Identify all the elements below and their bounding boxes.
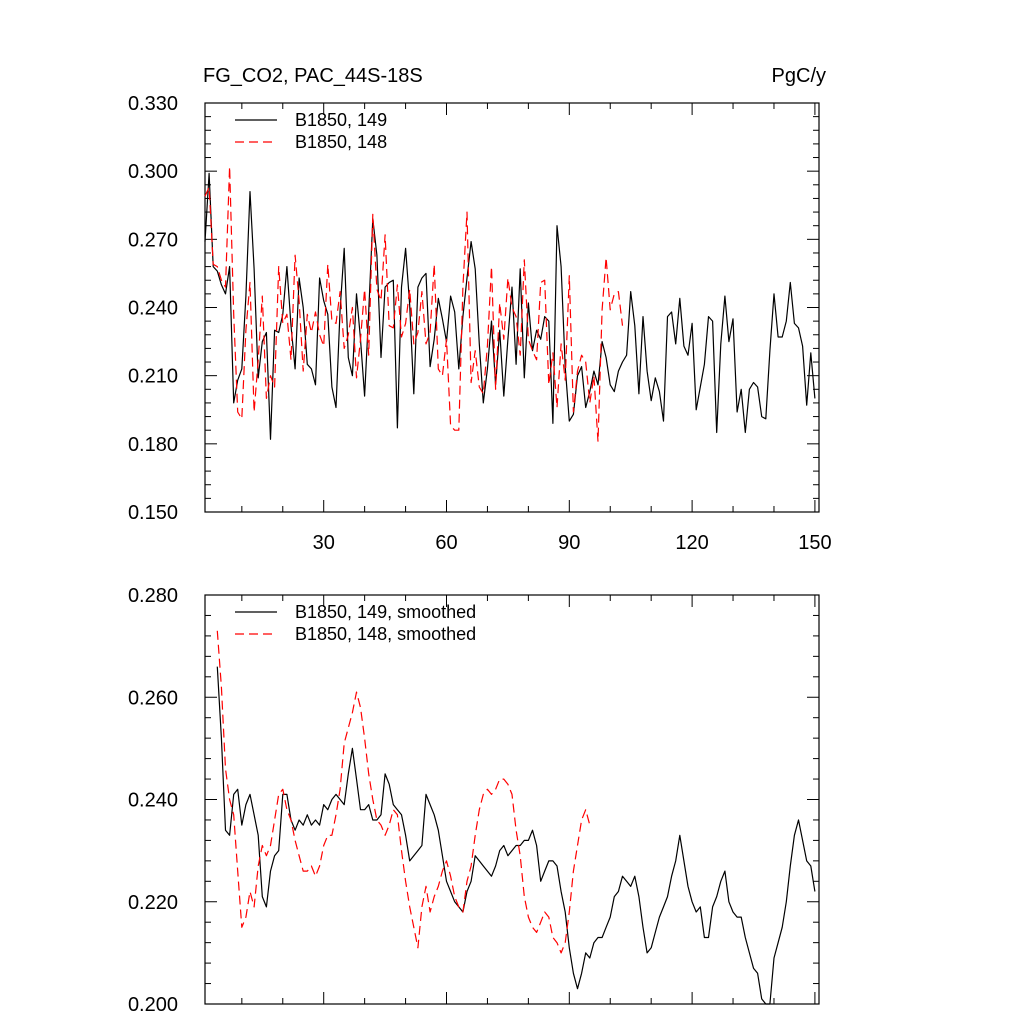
top-series-line-2 bbox=[204, 166, 624, 443]
top-panel: 30 60 90 120 150 0.150 0.180 0.210 0.240 0.270 0.3… bbox=[128, 93, 832, 554]
bottom-y-tick-label: 0.200 bbox=[128, 994, 178, 1016]
top-y-tick-label: 0.180 bbox=[128, 434, 178, 456]
top-x-tick-label: 150 bbox=[798, 532, 831, 554]
bottom-y-tick-label: 0.260 bbox=[128, 687, 178, 709]
bottom-legend-label-1: B1850, 149, smoothed bbox=[295, 602, 476, 622]
bottom-plot-frame bbox=[204, 594, 820, 1005]
bottom-series-line-2 bbox=[216, 630, 591, 954]
bottom-legend-label-2: B1850, 148, smoothed bbox=[295, 624, 476, 644]
top-y-tick-label: 0.240 bbox=[128, 298, 178, 320]
top-series-line-1 bbox=[204, 172, 816, 440]
top-y-tick-label: 0.150 bbox=[128, 502, 178, 524]
bottom-y-tick-label: 0.240 bbox=[128, 790, 178, 812]
top-y-tick-label: 0.330 bbox=[128, 93, 178, 115]
top-y-tick-label: 0.300 bbox=[128, 161, 178, 183]
bottom-panel: 0.200 0.220 0.240 0.260 0.280 B1850, 149, smo… bbox=[128, 585, 820, 1016]
bottom-y-tick-label: 0.280 bbox=[128, 585, 178, 607]
top-x-tick-label: 30 bbox=[313, 532, 335, 554]
top-legend-label-1: B1850, 149 bbox=[295, 110, 387, 130]
bottom-series-line-1 bbox=[216, 666, 816, 1005]
units-label: PgC/y bbox=[772, 65, 826, 87]
bottom-y-tick-label: 0.220 bbox=[128, 892, 178, 914]
top-x-tick-label: 60 bbox=[435, 532, 457, 554]
top-x-tick-label: 120 bbox=[675, 532, 708, 554]
figure-title: FG_CO2, PAC_44S-18S bbox=[203, 65, 423, 87]
top-legend-label-2: B1850, 148 bbox=[295, 132, 387, 152]
top-y-tick-label: 0.270 bbox=[128, 229, 178, 251]
top-plot-frame bbox=[204, 102, 820, 513]
top-y-tick-label: 0.210 bbox=[128, 366, 178, 388]
top-x-tick-label: 90 bbox=[558, 532, 580, 554]
